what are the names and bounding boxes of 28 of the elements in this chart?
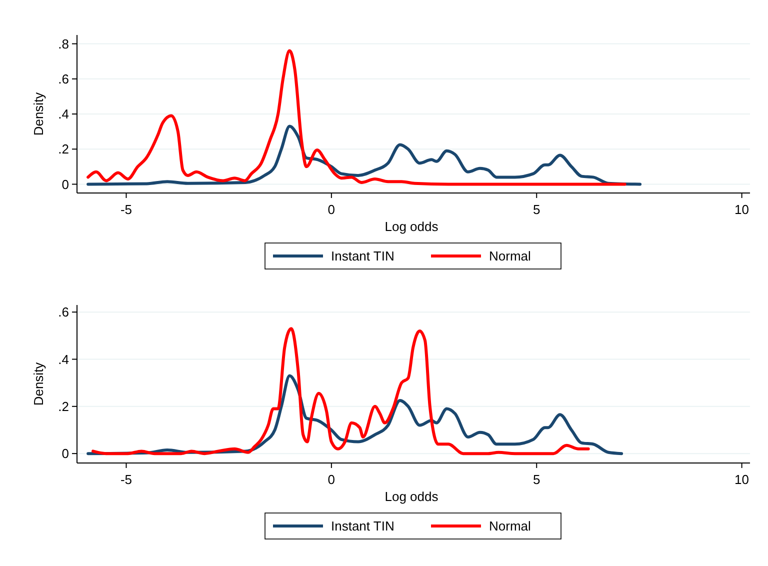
y-tick-label: .6 bbox=[58, 304, 69, 320]
legend-label: Instant TIN bbox=[331, 248, 394, 264]
x-tick-label: -5 bbox=[120, 202, 132, 217]
legend-label: Normal bbox=[489, 248, 532, 264]
x-tick-label: 10 bbox=[734, 202, 750, 217]
y-tick-label: .4 bbox=[58, 106, 69, 122]
x-tick-label: 0 bbox=[328, 202, 336, 217]
y-tick-label: 0 bbox=[62, 446, 69, 462]
y-tick-label: .6 bbox=[58, 71, 69, 86]
line-series bbox=[92, 327, 590, 456]
x-tick-label: 10 bbox=[734, 472, 750, 487]
x-tick-label: 5 bbox=[532, 472, 540, 487]
y-tick-label: .8 bbox=[58, 36, 69, 52]
legend-label: Instant TIN bbox=[331, 518, 394, 534]
x-tick-label: -5 bbox=[120, 472, 132, 487]
y-axis-title: Density bbox=[31, 92, 46, 136]
y-tick-label: .2 bbox=[58, 398, 69, 414]
y-axis-title: Density bbox=[31, 362, 46, 406]
line-series bbox=[86, 124, 642, 186]
y-tick-label: .2 bbox=[58, 142, 69, 157]
legend-label: Normal bbox=[489, 518, 532, 534]
y-tick-label: 0 bbox=[62, 176, 69, 192]
x-tick-label: 5 bbox=[532, 202, 540, 217]
x-axis-title: Log odds bbox=[384, 219, 439, 234]
line-series bbox=[86, 49, 626, 186]
x-axis-title: Log odds bbox=[384, 489, 439, 504]
x-tick-label: 0 bbox=[328, 472, 336, 487]
y-tick-label: .4 bbox=[58, 352, 69, 367]
